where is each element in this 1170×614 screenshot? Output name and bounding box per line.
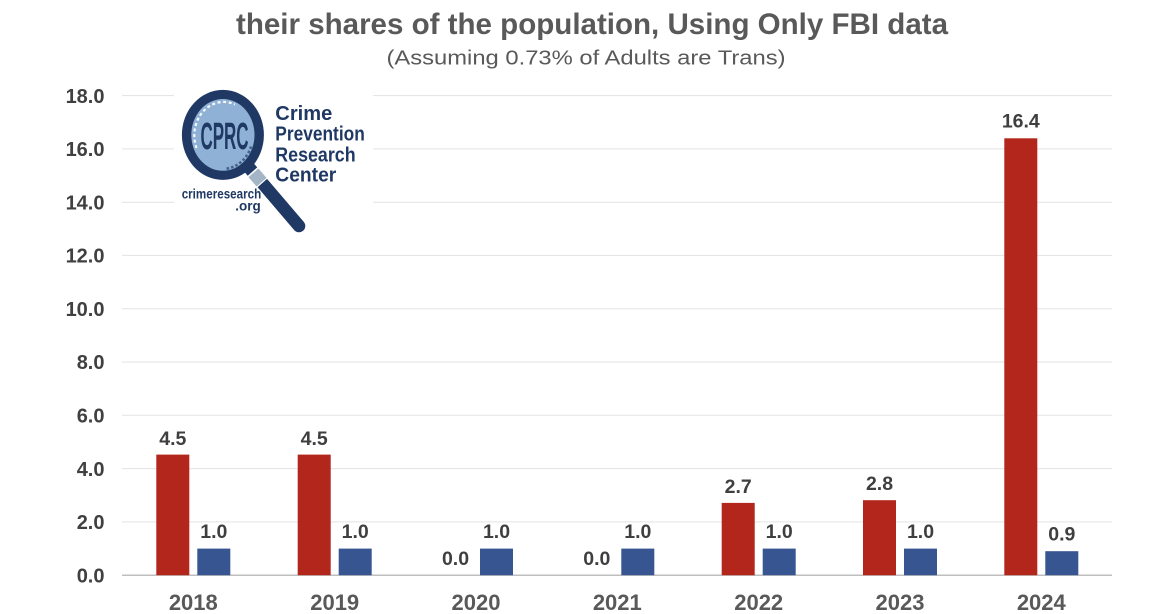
svg-text:their shares of the population: their shares of the population, Using On… (236, 8, 948, 41)
svg-text:2023: 2023 (876, 590, 925, 614)
svg-text:1.0: 1.0 (342, 521, 369, 543)
svg-text:1.0: 1.0 (766, 521, 793, 543)
svg-text:18.0: 18.0 (66, 86, 105, 108)
svg-text:Center: Center (275, 164, 336, 186)
svg-text:2019: 2019 (310, 590, 359, 614)
svg-text:.org: .org (235, 198, 261, 214)
svg-text:10.0: 10.0 (66, 299, 105, 321)
svg-text:2.0: 2.0 (77, 512, 105, 534)
svg-text:1.0: 1.0 (200, 521, 227, 543)
svg-text:1.0: 1.0 (907, 521, 934, 543)
svg-text:CPRC: CPRC (201, 116, 249, 158)
svg-text:14.0: 14.0 (66, 192, 105, 214)
svg-text:2020: 2020 (452, 590, 501, 614)
svg-text:Prevention: Prevention (275, 124, 365, 146)
svg-text:12.0: 12.0 (66, 246, 105, 268)
svg-text:2.7: 2.7 (725, 476, 752, 498)
svg-text:0.0: 0.0 (77, 565, 105, 587)
svg-text:6.0: 6.0 (77, 406, 105, 428)
svg-text:crimeresearch: crimeresearch (182, 186, 262, 202)
svg-text:4.0: 4.0 (77, 459, 105, 481)
svg-text:2022: 2022 (734, 590, 783, 614)
svg-text:16.0: 16.0 (66, 139, 105, 161)
svg-text:2018: 2018 (169, 590, 218, 614)
svg-text:0.9: 0.9 (1048, 524, 1075, 546)
svg-text:2024: 2024 (1017, 590, 1067, 614)
svg-text:0.0: 0.0 (583, 548, 610, 570)
svg-text:Research: Research (275, 145, 355, 167)
svg-text:2.8: 2.8 (866, 473, 893, 495)
svg-text:Crime: Crime (275, 103, 332, 125)
svg-text:2021: 2021 (593, 590, 642, 614)
svg-text:8.0: 8.0 (77, 352, 105, 374)
svg-text:1.0: 1.0 (624, 521, 651, 543)
svg-text:4.5: 4.5 (301, 428, 328, 450)
svg-text:4.5: 4.5 (159, 428, 186, 450)
svg-text:16.4: 16.4 (1002, 111, 1040, 133)
svg-text:(Assuming 0.73% of Adults are: (Assuming 0.73% of Adults are Trans) (387, 47, 786, 70)
svg-text:0.0: 0.0 (442, 548, 469, 570)
svg-text:1.0: 1.0 (483, 521, 510, 543)
